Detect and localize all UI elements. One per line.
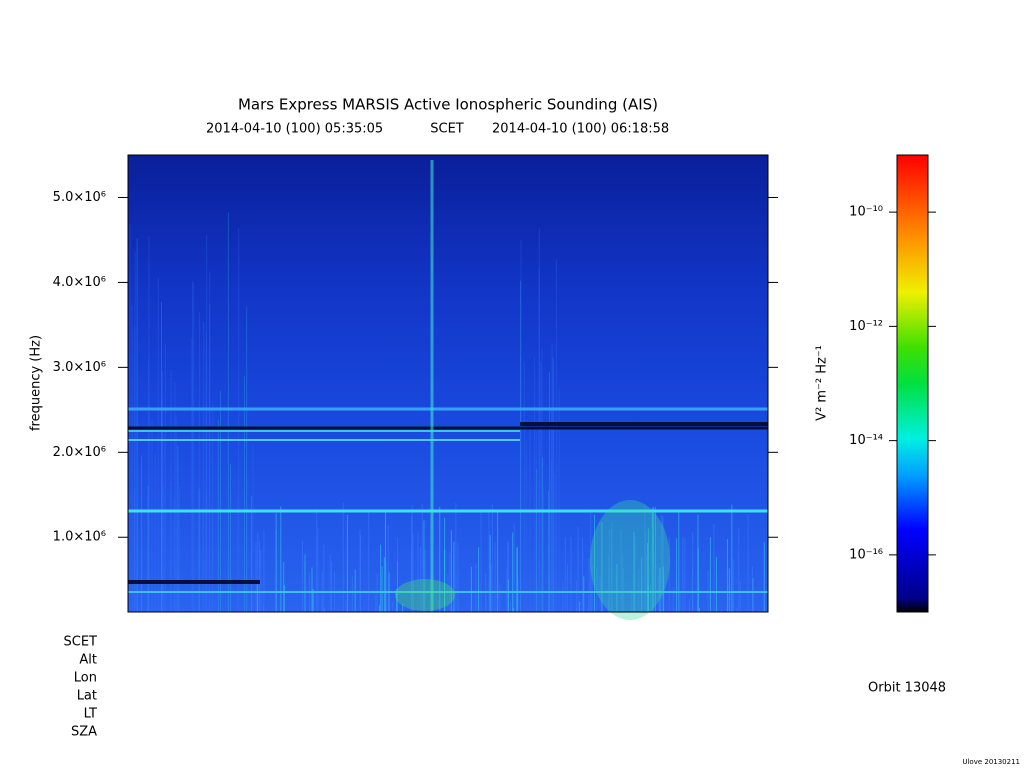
ephemeris-label: LT xyxy=(84,707,97,722)
footer: Ulove 20130211 xyxy=(962,758,1020,766)
orbit-label: Orbit 13048 xyxy=(868,681,946,696)
plot-frame xyxy=(127,154,769,613)
spectrogram-glow xyxy=(395,579,455,611)
y-axis-label: frequency (Hz) xyxy=(29,335,44,431)
ephemeris-label: Alt xyxy=(79,653,97,668)
colorbar-tick-label: 10⁻¹⁴ xyxy=(849,433,883,448)
y-tick-label: 4.0×10⁶ xyxy=(53,275,106,290)
ephemeris-label: Lon xyxy=(74,671,97,686)
spectrogram-glow xyxy=(590,500,670,620)
subtitle-start: 2014-04-10 (100) 05:35:05 xyxy=(206,122,383,137)
subtitle-end: 2014-04-10 (100) 06:18:58 xyxy=(492,122,669,137)
y-tick-label: 3.0×10⁶ xyxy=(53,360,106,375)
ephemeris-label: SZA xyxy=(71,725,97,740)
colorbar xyxy=(896,154,929,613)
subtitle-middle: SCET xyxy=(430,122,464,137)
colorbar-tick-label: 10⁻¹⁰ xyxy=(849,205,883,220)
spectrogram-image xyxy=(127,155,768,620)
colorbar-tick-label: 10⁻¹² xyxy=(849,319,883,334)
y-tick-label: 5.0×10⁶ xyxy=(53,190,106,205)
spectrogram-background xyxy=(128,155,768,612)
y-tick-label: 2.0×10⁶ xyxy=(53,445,106,460)
ephemeris-label: Lat xyxy=(77,689,97,704)
chart-title: Mars Express MARSIS Active Ionospheric S… xyxy=(238,96,658,114)
colorbar-label: V² m⁻² Hz⁻¹ xyxy=(815,345,830,421)
y-tick-label: 1.0×10⁶ xyxy=(53,530,106,545)
colorbar-tick-label: 10⁻¹⁶ xyxy=(849,547,883,562)
ephemeris-time-label: SCET xyxy=(64,635,98,650)
